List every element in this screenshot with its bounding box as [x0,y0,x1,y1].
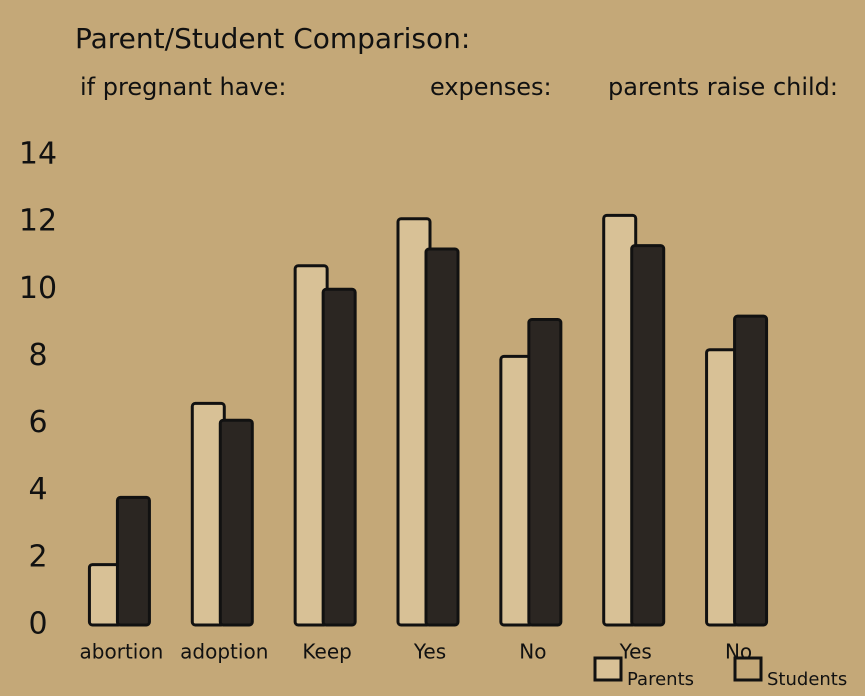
chart: Parent/Student Comparison: if pregnant h… [0,0,865,696]
y-tick-label: 14 [19,137,57,172]
x-tick-label: Keep [302,640,351,664]
y-tick-label: 8 [28,338,47,373]
x-tick-label: Yes [619,640,652,664]
bar [632,246,664,625]
y-tick-label: 0 [28,607,47,642]
x-tick-label: No [519,640,546,664]
group-label: if pregnant have: [80,73,286,101]
bar [426,249,458,625]
bar [220,420,252,625]
chart-title: Parent/Student Comparison: [75,22,470,55]
y-tick-label: 12 [19,204,57,239]
group-label: parents raise child: [608,73,838,101]
bar [323,289,355,625]
y-tick-label: 2 [28,539,47,574]
bar [529,320,561,626]
x-tick-label: adoption [180,640,268,664]
legend-label: Parents [627,669,694,690]
y-tick-label: 6 [28,405,47,440]
bar [117,497,149,625]
legend-swatch [735,658,761,680]
group-label: expenses: [430,73,552,101]
y-tick-label: 10 [19,271,57,306]
bar [735,316,767,625]
x-tick-label: Yes [413,640,446,664]
y-tick-label: 4 [28,472,47,507]
x-tick-label: abortion [80,640,164,664]
legend-label: Students [767,669,847,690]
legend-swatch [595,658,621,680]
